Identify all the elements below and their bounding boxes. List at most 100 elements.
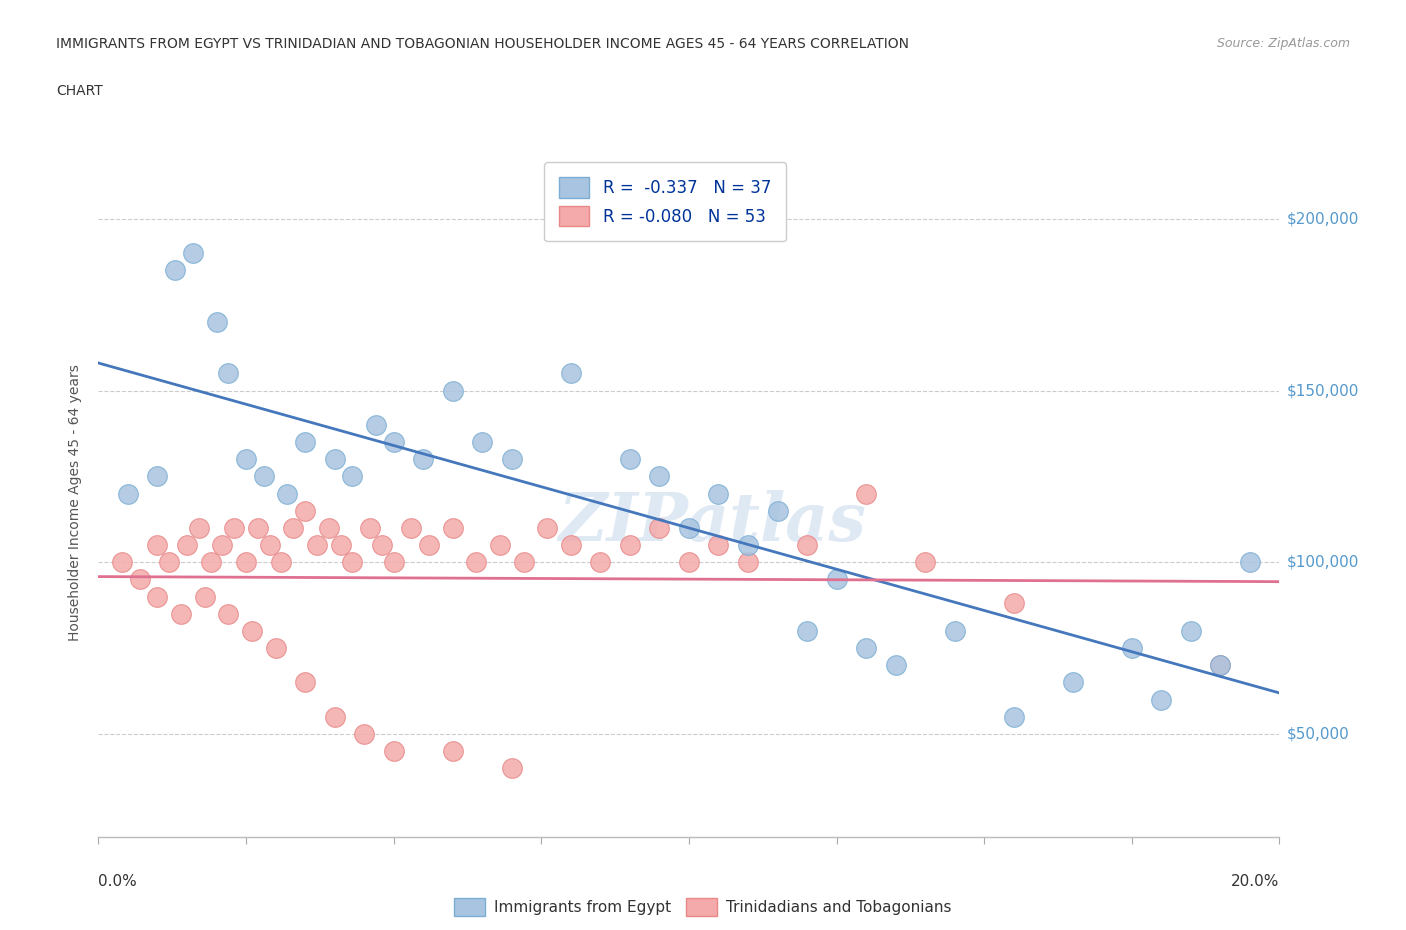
Point [194, 590, 217, 604]
Point [240, 623, 263, 638]
Point [1209, 658, 1232, 672]
Point [648, 521, 671, 536]
Legend: Immigrants from Egypt, Trinidadians and Tobagonians: Immigrants from Egypt, Trinidadians and … [449, 892, 957, 923]
Point [200, 555, 222, 570]
Point [117, 486, 139, 501]
Point [1150, 692, 1173, 707]
Point [489, 538, 512, 552]
Text: 20.0%: 20.0% [1232, 874, 1279, 889]
Point [170, 606, 193, 621]
Text: Source: ZipAtlas.com: Source: ZipAtlas.com [1216, 37, 1350, 50]
Point [176, 538, 198, 552]
Text: $100,000: $100,000 [1286, 555, 1358, 570]
Point [382, 555, 405, 570]
Point [294, 675, 316, 690]
Point [418, 538, 440, 552]
Text: IMMIGRANTS FROM EGYPT VS TRINIDADIAN AND TOBAGONIAN HOUSEHOLDER INCOME AGES 45 -: IMMIGRANTS FROM EGYPT VS TRINIDADIAN AND… [56, 37, 910, 51]
Point [382, 744, 405, 759]
Point [235, 452, 257, 467]
Text: ZIPatlas: ZIPatlas [558, 490, 866, 555]
Point [342, 469, 364, 484]
Text: $150,000: $150,000 [1286, 383, 1358, 398]
Point [412, 452, 434, 467]
Text: $50,000: $50,000 [1286, 726, 1350, 741]
Point [323, 452, 346, 467]
Point [217, 606, 239, 621]
Point [371, 538, 394, 552]
Point [884, 658, 907, 672]
Point [246, 521, 269, 536]
Point [305, 538, 328, 552]
Point [253, 469, 276, 484]
Point [187, 521, 209, 536]
Point [1180, 623, 1202, 638]
Point [737, 555, 759, 570]
Point [1002, 596, 1025, 611]
Point [560, 538, 582, 552]
Legend: R =  -0.337   N = 37, R = -0.080   N = 53: R = -0.337 N = 37, R = -0.080 N = 53 [544, 163, 786, 242]
Point [1002, 710, 1025, 724]
Point [512, 555, 534, 570]
Point [205, 314, 228, 329]
Point [536, 521, 558, 536]
Point [128, 572, 150, 587]
Point [323, 710, 346, 724]
Point [648, 469, 671, 484]
Point [211, 538, 233, 552]
Point [294, 434, 316, 449]
Point [181, 246, 204, 260]
Point [342, 555, 364, 570]
Point [353, 726, 375, 741]
Point [619, 452, 641, 467]
Point [796, 623, 818, 638]
Point [465, 555, 488, 570]
Point [855, 641, 877, 656]
Point [1239, 555, 1261, 570]
Point [707, 486, 730, 501]
Point [146, 469, 169, 484]
Point [914, 555, 936, 570]
Point [441, 521, 464, 536]
Point [737, 538, 759, 552]
Point [224, 521, 246, 536]
Point [855, 486, 877, 501]
Point [264, 641, 287, 656]
Point [294, 503, 316, 518]
Point [501, 761, 523, 776]
Point [678, 521, 700, 536]
Point [270, 555, 292, 570]
Point [589, 555, 612, 570]
Point [329, 538, 352, 552]
Point [359, 521, 381, 536]
Point [707, 538, 730, 552]
Point [678, 555, 700, 570]
Point [1062, 675, 1084, 690]
Text: $200,000: $200,000 [1286, 211, 1358, 226]
Y-axis label: Householder Income Ages 45 - 64 years: Householder Income Ages 45 - 64 years [69, 364, 83, 641]
Point [157, 555, 180, 570]
Point [619, 538, 641, 552]
Point [501, 452, 523, 467]
Point [283, 521, 305, 536]
Point [825, 572, 848, 587]
Point [943, 623, 966, 638]
Point [146, 538, 169, 552]
Point [146, 590, 169, 604]
Point [441, 383, 464, 398]
Point [471, 434, 494, 449]
Point [364, 418, 387, 432]
Point [276, 486, 298, 501]
Point [382, 434, 405, 449]
Point [318, 521, 340, 536]
Point [165, 263, 187, 278]
Point [1209, 658, 1232, 672]
Point [217, 366, 239, 381]
Point [401, 521, 423, 536]
Point [796, 538, 818, 552]
Point [766, 503, 789, 518]
Text: 0.0%: 0.0% [98, 874, 138, 889]
Text: CHART: CHART [56, 84, 103, 98]
Point [441, 744, 464, 759]
Point [259, 538, 281, 552]
Point [560, 366, 582, 381]
